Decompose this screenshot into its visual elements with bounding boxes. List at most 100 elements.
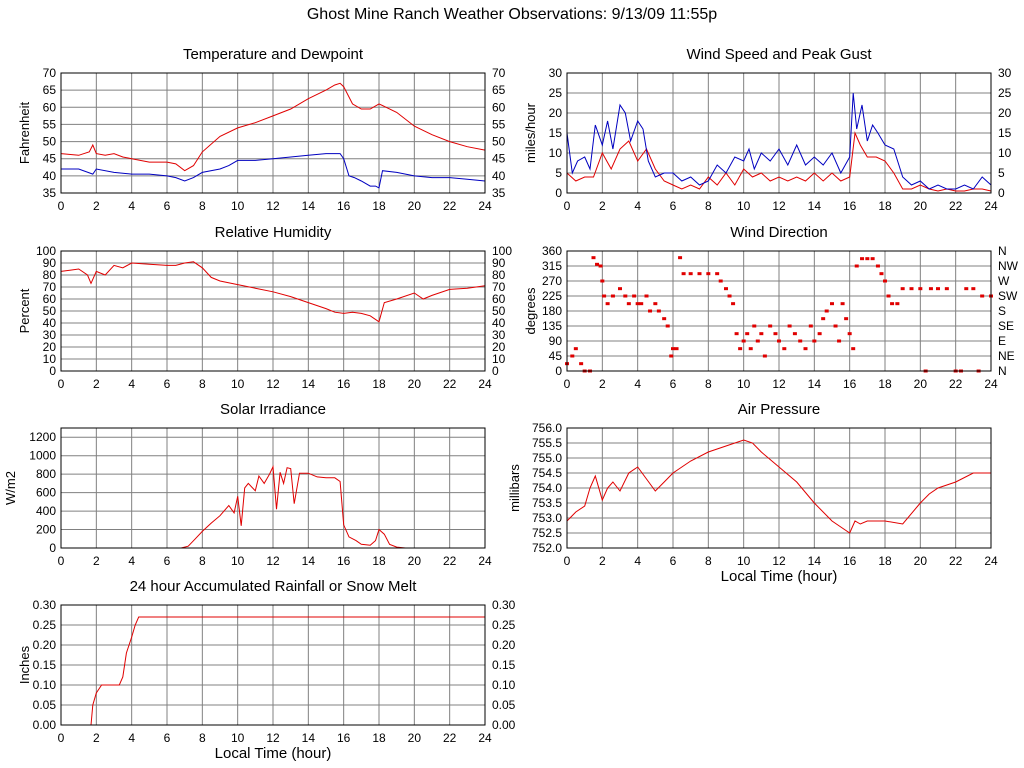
data-point (706, 272, 711, 276)
y-tick-label: 225 (542, 289, 562, 303)
y-right-tick-label: 30 (998, 66, 1012, 80)
y-right-tick-label: 0.25 (492, 618, 516, 632)
y-right-tick-label: N (998, 364, 1007, 378)
y-right-tick-label: N (998, 244, 1007, 258)
y-right-tick-label: 0.15 (492, 658, 516, 672)
x-tick-label: 4 (128, 554, 135, 568)
data-point (964, 287, 969, 291)
y-tick-label: 754.5 (532, 466, 562, 480)
x-tick-label: 14 (808, 199, 822, 213)
data-point (980, 294, 985, 298)
y-tick-label: 30 (549, 66, 563, 80)
y-right-tick-label: 40 (492, 316, 506, 330)
y-tick-label: 755.5 (532, 436, 562, 450)
data-point (840, 302, 845, 306)
data-point (886, 294, 891, 298)
x-tick-label: 2 (93, 199, 100, 213)
plot-frame (566, 250, 992, 372)
data-point (674, 347, 679, 351)
y-right-tick-label: 100 (492, 244, 512, 258)
y-tick-label: 0.20 (33, 638, 57, 652)
x-tick-label: 10 (231, 199, 245, 213)
x-tick-label: 12 (266, 199, 280, 213)
x-tick-label: 18 (372, 554, 386, 568)
y-right-tick-label: 50 (492, 135, 506, 149)
data-point (623, 294, 628, 298)
y-tick-label: 80 (43, 268, 57, 282)
data-point (605, 302, 610, 306)
y-right-tick-label: 0.10 (492, 678, 516, 692)
data-point (870, 257, 875, 261)
y-tick-label: 400 (36, 504, 56, 518)
data-point (573, 347, 578, 351)
data-point (762, 354, 767, 358)
chart-title: Relative Humidity (215, 224, 332, 241)
data-point (662, 317, 667, 321)
y-tick-label: 50 (43, 135, 57, 149)
data-point (669, 354, 674, 358)
wind-series-0-line (566, 131, 992, 192)
x-tick-label: 18 (372, 377, 386, 391)
y-right-tick-label: 40 (492, 169, 506, 183)
x-tick-label: 16 (337, 199, 351, 213)
data-point (715, 272, 720, 276)
x-tick-label: 8 (199, 199, 206, 213)
x-tick-label: 20 (408, 199, 422, 213)
y-tick-label: 754.0 (532, 481, 562, 495)
y-tick-label: 60 (43, 100, 57, 114)
x-tick-label: 10 (737, 554, 751, 568)
data-point (591, 256, 596, 260)
y-tick-label: 270 (542, 274, 562, 288)
data-point (890, 302, 895, 306)
plot-frame (60, 72, 486, 194)
data-point (824, 309, 829, 313)
y-tick-label: 65 (43, 83, 57, 97)
data-point (618, 287, 622, 291)
data-point (595, 262, 600, 266)
x-tick-label: 18 (878, 199, 892, 213)
x-tick-label: 12 (266, 731, 280, 745)
x-tick-label: 0 (564, 199, 571, 213)
chart-title: Temperature and Dewpoint (183, 46, 364, 63)
y-right-tick-label: 0.05 (492, 698, 516, 712)
data-point (909, 287, 914, 291)
x-tick-label: 18 (372, 199, 386, 213)
x-tick-label: 12 (772, 199, 786, 213)
x-tick-label: 10 (231, 731, 245, 745)
temp-series-1-line (61, 153, 486, 189)
data-point (759, 332, 764, 336)
y-tick-label: 50 (43, 304, 57, 318)
y-tick-label: 752.0 (532, 541, 562, 555)
data-point (718, 279, 723, 283)
data-point (782, 347, 787, 351)
x-tick-label: 24 (478, 377, 492, 391)
y-tick-label: 35 (43, 186, 57, 200)
x-tick-label: 22 (949, 554, 963, 568)
y-tick-label: 100 (36, 244, 56, 258)
x-tick-label: 22 (443, 731, 457, 745)
x-tick-label: 2 (93, 377, 100, 391)
data-point (837, 339, 842, 343)
data-point (787, 324, 792, 328)
data-point (602, 294, 607, 298)
x-tick-label: 14 (302, 199, 316, 213)
data-point (777, 339, 781, 343)
y-tick-label: 90 (43, 256, 57, 270)
y-tick-label: 315 (542, 259, 562, 273)
x-tick-label: 16 (843, 199, 857, 213)
x-tick-label: 10 (231, 554, 245, 568)
x-tick-label: 4 (128, 377, 135, 391)
data-point (697, 272, 702, 276)
data-point (653, 302, 658, 306)
chart-title: 24 hour Accumulated Rainfall or Snow Mel… (130, 578, 418, 595)
data-point (803, 347, 808, 351)
x-tick-label: 4 (634, 554, 641, 568)
y-tick-label: 0.15 (33, 658, 57, 672)
x-tick-label: 8 (705, 199, 712, 213)
plot-frame (566, 72, 992, 194)
y-tick-label: 10 (549, 146, 563, 160)
